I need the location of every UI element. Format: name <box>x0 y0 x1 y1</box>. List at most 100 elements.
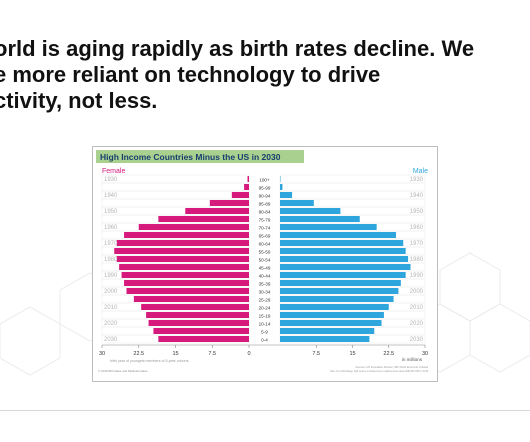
birth-year-label-right: 1980 <box>410 257 424 263</box>
age-group-label: 0-4 <box>261 338 268 343</box>
female-bar <box>231 192 249 198</box>
birth-year-label-left: 1970 <box>104 241 118 247</box>
female-bar <box>146 312 249 318</box>
birth-year-label-right: 2020 <box>410 321 424 327</box>
birth-year-label-left: 1990 <box>104 273 118 279</box>
slide-headline: orld is aging rapidly as birth rates dec… <box>0 36 530 114</box>
male-bar <box>280 288 399 294</box>
female-bar <box>158 216 249 222</box>
male-bar <box>280 320 382 326</box>
x-tick-label: 15 <box>349 351 355 357</box>
x-tick-label: 30 <box>99 351 105 357</box>
male-bar <box>280 272 406 278</box>
male-bar <box>280 280 401 286</box>
headline-line-1: orld is aging rapidly as birth rates dec… <box>0 36 475 61</box>
birth-year-label-right: 2010 <box>410 305 424 311</box>
age-group-label: 5-9 <box>261 330 268 335</box>
birth-year-label-left: 1930 <box>104 177 118 183</box>
age-group-label: 45-49 <box>259 266 271 271</box>
female-bar <box>138 224 249 230</box>
birth-year-label-left: 1980 <box>104 257 118 263</box>
methodology-note: Note: for methodology, high income is de… <box>330 370 429 373</box>
x-axis-caption-left: birth year of youngest members of 5-year… <box>110 359 189 363</box>
age-group-label: 80-84 <box>259 210 271 215</box>
male-bar <box>280 232 396 238</box>
age-group-label: 90-94 <box>259 194 271 199</box>
headline-line-3: ctivity, not less. <box>0 88 158 113</box>
age-group-label: 70-74 <box>259 226 271 231</box>
birth-year-label-right: 1960 <box>410 225 424 231</box>
male-bar <box>280 224 377 230</box>
x-tick-label: 15 <box>172 351 178 357</box>
male-bar <box>280 192 293 198</box>
age-group-label: 15-19 <box>259 314 271 319</box>
age-group-label: 35-39 <box>259 282 271 287</box>
birth-year-label-left: 2010 <box>104 305 118 311</box>
birth-year-label-left: 1950 <box>104 209 118 215</box>
female-bar <box>247 176 249 182</box>
female-bar <box>116 256 249 262</box>
female-bar <box>119 264 250 270</box>
male-bar <box>280 264 411 270</box>
age-group-label: 75-79 <box>259 218 271 223</box>
age-group-label: 55-59 <box>259 250 271 255</box>
age-group-label: 40-44 <box>259 274 271 279</box>
female-bar <box>209 200 249 206</box>
birth-year-label-left: 2000 <box>104 289 118 295</box>
male-bar <box>280 296 394 302</box>
birth-year-label-right: 2030 <box>410 337 424 343</box>
chart-title: High Income Countries Minus the US in 20… <box>100 152 281 162</box>
source-note: Sources: UN Population Division; IMF Wor… <box>355 365 428 369</box>
age-group-label: 60-64 <box>259 242 271 247</box>
female-bar <box>116 240 249 246</box>
birth-year-label-left: 2020 <box>104 321 118 327</box>
chart-title-bar <box>96 150 304 163</box>
male-bar <box>280 304 389 310</box>
male-bar <box>280 240 404 246</box>
x-tick-label: 30 <box>422 351 428 357</box>
female-bar <box>244 184 249 190</box>
age-group-label: 100+ <box>259 178 270 183</box>
birth-year-label-right: 1970 <box>410 241 424 247</box>
female-bar <box>141 304 249 310</box>
birth-year-label-right: 2000 <box>410 289 424 295</box>
female-bar <box>114 248 249 254</box>
male-bar <box>280 312 384 318</box>
age-group-label: 95-99 <box>259 186 271 191</box>
x-tick-label: 22.5 <box>133 351 144 357</box>
male-bar <box>280 328 375 334</box>
female-bar <box>148 320 249 326</box>
birth-year-label-left: 1960 <box>104 225 118 231</box>
male-label: Male <box>413 168 428 175</box>
female-bar <box>153 328 249 334</box>
female-bar <box>121 272 249 278</box>
male-bar <box>280 248 406 254</box>
female-bar <box>158 336 249 342</box>
female-bar <box>185 208 249 214</box>
x-tick-label: 22.5 <box>383 351 394 357</box>
population-pyramid-chart: High Income Countries Minus the US in 20… <box>92 146 438 382</box>
age-group-label: 20-24 <box>259 306 271 311</box>
birth-year-label-right: 1950 <box>410 209 424 215</box>
female-bar <box>126 288 249 294</box>
female-label: Female <box>102 168 125 175</box>
birth-year-label-right: 1990 <box>410 273 424 279</box>
birth-year-label-right: 1940 <box>410 193 424 199</box>
birth-year-label-left: 2030 <box>104 337 118 343</box>
age-group-label: 85-89 <box>259 202 271 207</box>
female-bar <box>133 296 249 302</box>
male-bar <box>280 216 360 222</box>
age-group-label: 30-34 <box>259 290 271 295</box>
age-group-label: 50-54 <box>259 258 271 263</box>
headline-line-2: e more reliant on technology to drive <box>0 62 381 87</box>
age-group-label: 25-29 <box>259 298 271 303</box>
birth-year-label-left: 1940 <box>104 193 118 199</box>
male-bar <box>280 256 409 262</box>
male-bar <box>280 184 283 190</box>
population-pyramid-figure: High Income Countries Minus the US in 20… <box>92 146 438 382</box>
age-group-label: 65-69 <box>259 234 271 239</box>
x-tick-label: 7.5 <box>312 351 320 357</box>
x-axis-caption-right: in millions <box>402 357 423 362</box>
birth-year-label-right: 1930 <box>410 177 424 183</box>
footer-divider <box>0 410 530 411</box>
